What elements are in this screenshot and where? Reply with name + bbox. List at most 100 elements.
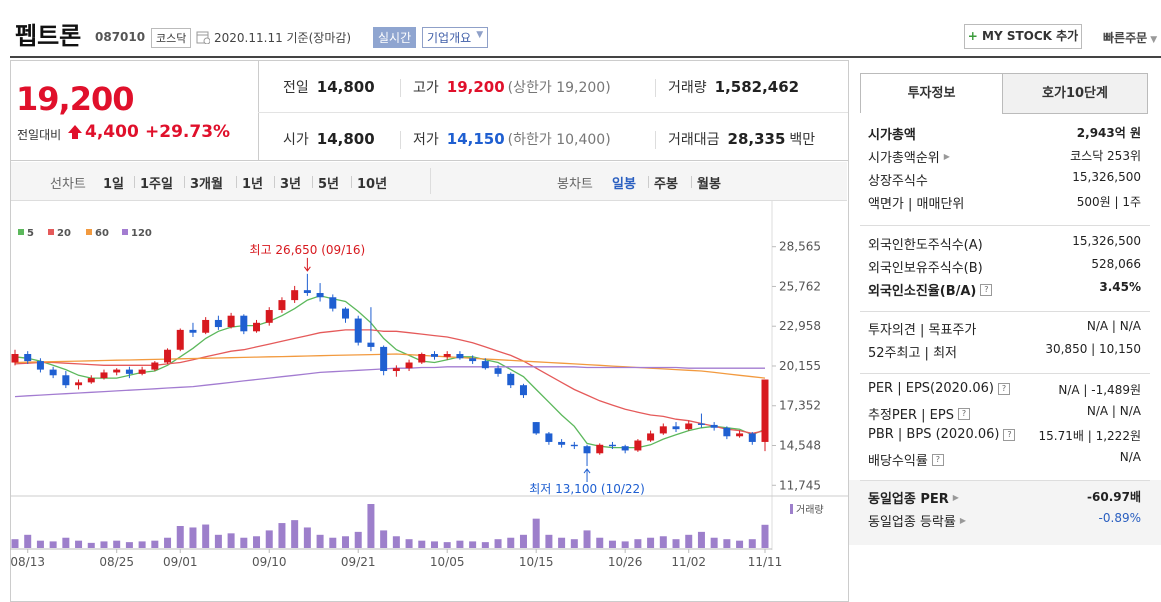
candle-body — [456, 354, 464, 359]
candle-body — [443, 354, 451, 357]
candle-body — [87, 378, 95, 383]
ma-line — [14, 353, 766, 379]
period-tab[interactable]: 3년 — [280, 177, 302, 192]
info-value: 500원 | 1주 — [1076, 195, 1141, 209]
candle-body — [608, 444, 616, 447]
info-tab[interactable]: 투자정보 — [860, 73, 1003, 113]
info-label-text: 외국인소진율(B/A) — [868, 284, 977, 299]
info-value: 30,850 | 10,150 — [1045, 342, 1141, 356]
divider — [400, 79, 401, 97]
candle-body — [342, 308, 350, 319]
help-icon[interactable]: ? — [980, 283, 993, 296]
volume-bar — [87, 542, 95, 548]
volume-bar — [392, 536, 400, 548]
candle-body — [138, 369, 146, 374]
candle-body — [532, 422, 540, 434]
candle-body — [570, 444, 578, 447]
divider — [312, 176, 313, 188]
candle-body — [481, 361, 489, 369]
info-label: 배당수익률? — [868, 450, 944, 469]
candle-tab[interactable]: 월봉 — [697, 177, 721, 192]
arrow-icon[interactable]: ▶ — [959, 516, 967, 525]
help-icon[interactable]: ? — [997, 382, 1010, 395]
info-value: 2,943억 원 — [1076, 126, 1141, 140]
candle-body — [36, 361, 44, 370]
my-stock-text: MY STOCK 추가 — [982, 29, 1079, 43]
info-label-text: 52주최고 | 최저 — [868, 346, 957, 361]
volume-bar — [316, 534, 324, 548]
summary-cell: 고가 19,200 (상한가 19,200) — [413, 77, 611, 97]
info-value: -0.89% — [1098, 511, 1141, 525]
period-tab[interactable]: 3개월 — [190, 177, 223, 192]
summary-cell: 저가 14,150 (하한가 10,400) — [413, 129, 611, 149]
period-tab[interactable]: 10년 — [357, 177, 388, 192]
divider — [648, 176, 649, 188]
my-stock-button[interactable]: + MY STOCK 추가 — [964, 24, 1082, 49]
help-icon[interactable]: ? — [1003, 428, 1016, 441]
y-tick-label: 20,155 — [779, 359, 821, 373]
legend-label: 20 — [57, 228, 71, 239]
summary-value: 14,800 — [316, 130, 375, 148]
arrow-icon[interactable]: ▶ — [943, 152, 950, 161]
realtime-button[interactable]: 실시간 — [373, 27, 417, 48]
summary-extra: (상한가 19,200) — [507, 80, 611, 96]
candle-body — [75, 382, 83, 386]
candle-body — [392, 368, 400, 372]
info-label: 상장주식수 — [868, 170, 928, 189]
change-percent: +29.73% — [145, 122, 231, 142]
info-value: N/A | -1,489원 — [1058, 383, 1141, 397]
info-label: 액면가 | 매매단위 — [868, 193, 964, 212]
date-note: 2020.11.11 기준(장마감) — [214, 31, 352, 45]
info-value: N/A | N/A — [1086, 319, 1141, 333]
divider — [400, 131, 401, 149]
volume-bar — [672, 539, 680, 548]
divider — [860, 225, 1150, 226]
candle-tab[interactable]: 주봉 — [654, 177, 678, 192]
candle-body — [634, 440, 642, 451]
ma-line — [14, 329, 766, 435]
legend-label: 5 — [27, 228, 34, 239]
x-tick-label: 09/10 — [252, 555, 287, 569]
volume-bar — [240, 537, 248, 548]
help-icon[interactable]: ? — [957, 407, 970, 420]
volume-bar — [469, 541, 477, 548]
summary-value: 14,150 — [446, 130, 505, 148]
volume-bar — [443, 542, 451, 548]
divider — [655, 131, 656, 149]
period-tab[interactable]: 1일 — [103, 177, 125, 192]
info-value: N/A — [1119, 450, 1141, 464]
arrow-icon[interactable]: ▶ — [952, 493, 959, 502]
help-icon[interactable]: ? — [931, 453, 944, 466]
x-tick-label: 08/25 — [99, 555, 134, 569]
period-tab[interactable]: 5년 — [318, 177, 340, 192]
dropdown-icon: ▼ — [1147, 35, 1158, 45]
company-info-button[interactable]: 기업개요 ▼ — [422, 27, 489, 48]
summary-value: 19,200 — [446, 78, 505, 96]
period-tab[interactable]: 1년 — [242, 177, 264, 192]
volume-bar — [685, 534, 693, 548]
divider — [258, 60, 259, 160]
info-label-text: 상장주식수 — [868, 174, 928, 189]
candle-body — [405, 362, 413, 369]
summary-value: 28,335 — [727, 130, 786, 148]
info-label-text: 동일업종 등락률 — [868, 515, 956, 530]
info-label-text: 시가총액 — [868, 128, 916, 143]
candle-body — [354, 318, 362, 343]
summary-unit: 백만 — [789, 132, 816, 148]
candle-body — [685, 423, 693, 430]
quick-order[interactable]: 빠른주문 ▼ — [1103, 29, 1157, 46]
up-icon — [68, 125, 82, 139]
divider — [860, 480, 1150, 481]
x-tick-label: 10/15 — [519, 555, 554, 569]
info-label: 시가총액순위 ▶ — [868, 147, 950, 166]
info-group-bg — [849, 480, 1161, 545]
summary-label: 거래량 — [668, 80, 707, 96]
candle-tab[interactable]: 일봉 — [612, 177, 636, 192]
period-tab[interactable]: 1주일 — [140, 177, 173, 192]
info-tab[interactable]: 호가10단계 — [1002, 73, 1148, 114]
candle-body — [227, 315, 235, 328]
legend-swatch — [48, 229, 54, 235]
volume-bar — [11, 539, 19, 548]
volume-bar — [164, 537, 172, 548]
candle-body — [761, 379, 769, 442]
